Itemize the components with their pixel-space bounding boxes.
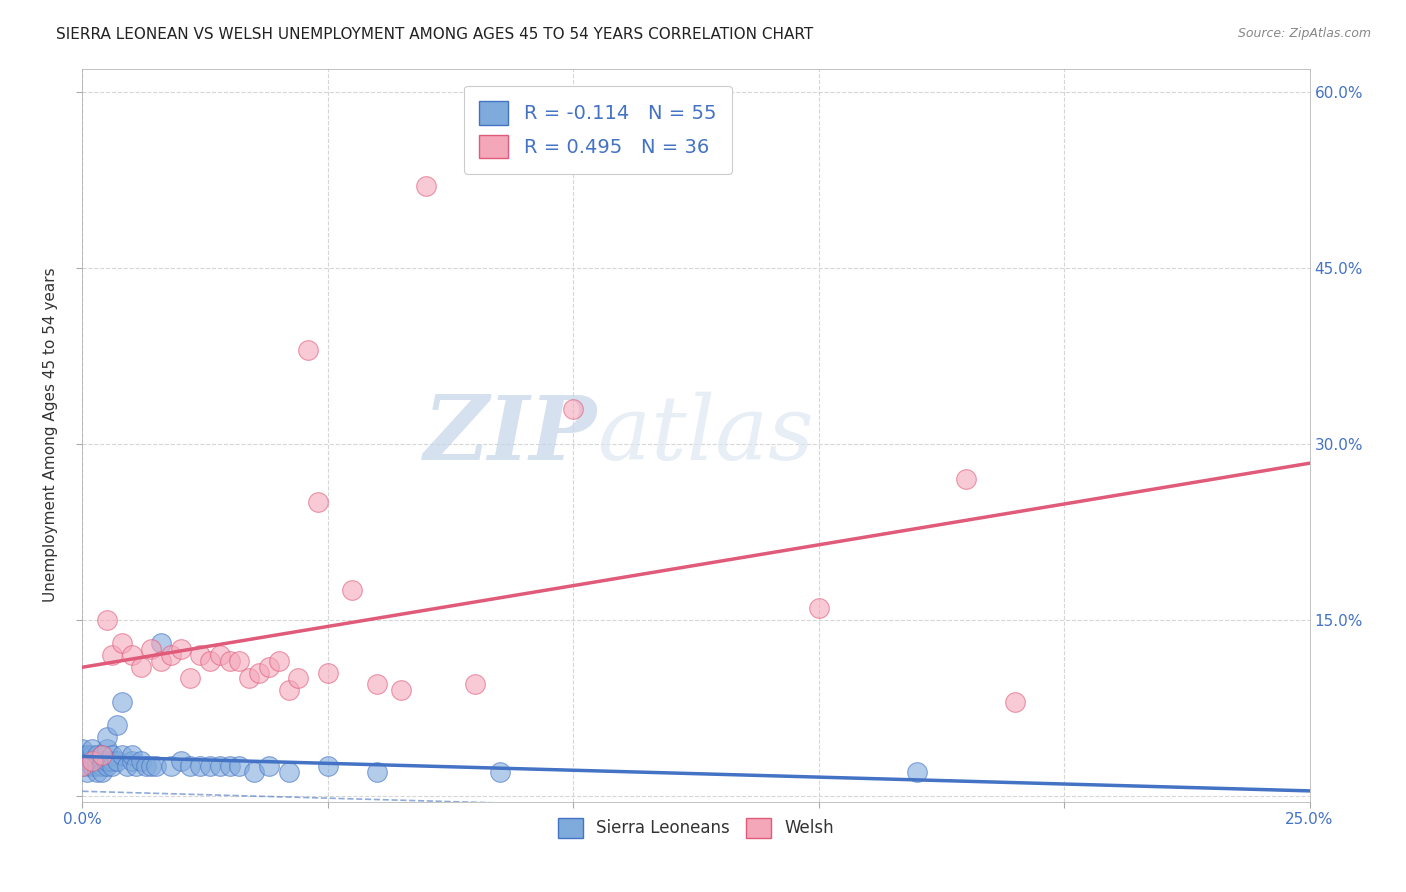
- Point: [135, 759, 157, 773]
- Point: [91, 747, 114, 762]
- Point: [76, 765, 98, 780]
- Point: [905, 765, 928, 780]
- Legend: Sierra Leoneans, Welsh: Sierra Leoneans, Welsh: [551, 811, 841, 845]
- Point: [179, 759, 201, 773]
- Point: [145, 759, 167, 773]
- Point: [115, 759, 138, 773]
- Point: [72, 747, 94, 762]
- Point: [169, 754, 191, 768]
- Point: [72, 759, 94, 773]
- Point: [105, 718, 128, 732]
- Point: [955, 472, 977, 486]
- Point: [159, 648, 181, 662]
- Point: [179, 672, 201, 686]
- Text: Source: ZipAtlas.com: Source: ZipAtlas.com: [1237, 27, 1371, 40]
- Point: [267, 654, 290, 668]
- Point: [238, 672, 260, 686]
- Point: [139, 759, 162, 773]
- Point: [198, 654, 221, 668]
- Point: [101, 759, 124, 773]
- Point: [277, 765, 299, 780]
- Point: [111, 636, 134, 650]
- Point: [76, 759, 98, 773]
- Point: [96, 613, 118, 627]
- Point: [149, 654, 172, 668]
- Point: [121, 754, 143, 768]
- Point: [297, 343, 319, 357]
- Text: ZIP: ZIP: [425, 392, 598, 478]
- Point: [1004, 695, 1026, 709]
- Point: [243, 765, 266, 780]
- Point: [91, 754, 114, 768]
- Point: [366, 677, 388, 691]
- Point: [139, 642, 162, 657]
- Point: [82, 741, 104, 756]
- Point: [228, 654, 250, 668]
- Point: [121, 648, 143, 662]
- Point: [96, 754, 118, 768]
- Point: [82, 759, 104, 773]
- Point: [125, 759, 148, 773]
- Point: [96, 759, 118, 773]
- Point: [111, 747, 134, 762]
- Point: [111, 695, 134, 709]
- Point: [105, 754, 128, 768]
- Point: [188, 648, 211, 662]
- Point: [257, 659, 280, 673]
- Point: [82, 747, 104, 762]
- Point: [169, 642, 191, 657]
- Point: [218, 759, 240, 773]
- Point: [366, 765, 388, 780]
- Text: atlas: atlas: [598, 392, 814, 478]
- Point: [96, 730, 118, 744]
- Point: [307, 495, 329, 509]
- Point: [415, 178, 437, 193]
- Point: [91, 759, 114, 773]
- Point: [131, 754, 153, 768]
- Point: [247, 665, 270, 680]
- Point: [159, 759, 181, 773]
- Point: [86, 765, 108, 780]
- Point: [287, 672, 309, 686]
- Point: [188, 759, 211, 773]
- Point: [72, 741, 94, 756]
- Point: [86, 759, 108, 773]
- Point: [562, 401, 585, 416]
- Point: [82, 754, 104, 768]
- Point: [96, 741, 118, 756]
- Point: [228, 759, 250, 773]
- Point: [86, 747, 108, 762]
- Point: [91, 747, 114, 762]
- Point: [342, 583, 364, 598]
- Point: [86, 754, 108, 768]
- Point: [121, 747, 143, 762]
- Point: [76, 747, 98, 762]
- Point: [72, 759, 94, 773]
- Point: [277, 683, 299, 698]
- Text: SIERRA LEONEAN VS WELSH UNEMPLOYMENT AMONG AGES 45 TO 54 YEARS CORRELATION CHART: SIERRA LEONEAN VS WELSH UNEMPLOYMENT AMO…: [56, 27, 814, 42]
- Point: [257, 759, 280, 773]
- Y-axis label: Unemployment Among Ages 45 to 54 years: Unemployment Among Ages 45 to 54 years: [44, 268, 58, 602]
- Point: [131, 659, 153, 673]
- Point: [464, 677, 486, 691]
- Point: [72, 754, 94, 768]
- Point: [149, 636, 172, 650]
- Point: [101, 648, 124, 662]
- Point: [101, 747, 124, 762]
- Point: [198, 759, 221, 773]
- Point: [91, 765, 114, 780]
- Point: [82, 754, 104, 768]
- Point: [208, 759, 231, 773]
- Point: [391, 683, 413, 698]
- Point: [218, 654, 240, 668]
- Point: [208, 648, 231, 662]
- Point: [101, 754, 124, 768]
- Point: [807, 601, 830, 615]
- Point: [316, 759, 339, 773]
- Point: [316, 665, 339, 680]
- Point: [76, 754, 98, 768]
- Point: [488, 765, 510, 780]
